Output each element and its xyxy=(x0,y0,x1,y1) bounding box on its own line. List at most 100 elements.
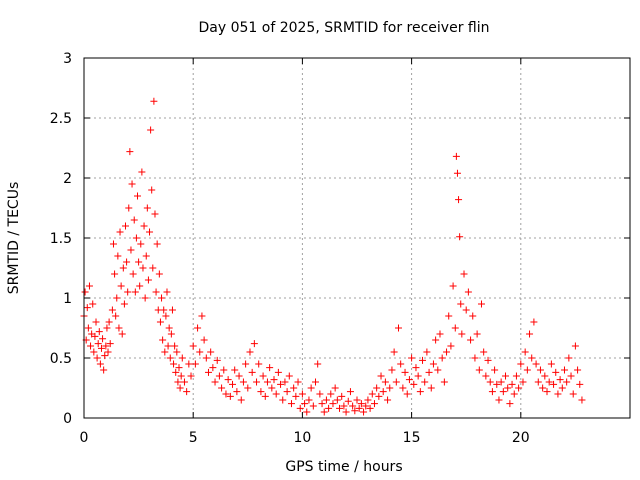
data-point xyxy=(410,380,418,388)
data-point xyxy=(423,348,431,356)
data-point xyxy=(349,402,357,410)
data-point xyxy=(277,380,285,388)
data-point xyxy=(471,354,479,362)
data-point xyxy=(408,354,416,362)
data-point xyxy=(117,282,125,290)
data-point xyxy=(338,392,346,400)
data-point xyxy=(506,400,514,408)
data-point xyxy=(150,97,158,105)
data-point xyxy=(171,342,179,350)
data-point xyxy=(189,342,197,350)
data-point xyxy=(346,388,354,396)
data-point xyxy=(255,360,263,368)
y-tick-label: 3 xyxy=(63,51,72,67)
data-point xyxy=(202,354,210,362)
data-point xyxy=(421,378,429,386)
data-point xyxy=(443,348,451,356)
data-point xyxy=(309,402,317,410)
data-point xyxy=(104,348,112,356)
data-point xyxy=(229,380,237,388)
data-point xyxy=(475,366,483,374)
data-point xyxy=(539,384,547,392)
y-tick-label: 1 xyxy=(63,291,72,307)
data-point xyxy=(508,380,516,388)
data-point xyxy=(447,342,455,350)
data-point xyxy=(114,252,122,260)
data-point xyxy=(571,342,579,350)
data-point xyxy=(266,364,274,372)
data-point xyxy=(547,360,555,368)
data-point xyxy=(138,168,146,176)
data-point xyxy=(99,335,107,343)
data-point xyxy=(445,312,453,320)
data-point xyxy=(301,400,309,408)
data-point xyxy=(85,282,93,290)
axis-ticks: 0 0.5 1 1.5 2 2.5 3 0 5 10 15 20 xyxy=(50,51,630,446)
data-point xyxy=(569,390,577,398)
data-point xyxy=(153,240,161,248)
x-tick-label: 0 xyxy=(80,430,89,446)
data-point xyxy=(390,348,398,356)
data-point xyxy=(399,384,407,392)
data-point xyxy=(109,240,117,248)
data-point xyxy=(567,372,575,380)
data-point xyxy=(543,388,551,396)
data-point xyxy=(173,348,181,356)
data-point xyxy=(526,330,534,338)
data-point xyxy=(239,378,247,386)
data-point xyxy=(331,384,339,392)
data-point xyxy=(250,340,258,348)
data-point xyxy=(268,384,276,392)
data-point xyxy=(434,366,442,374)
data-point xyxy=(211,378,219,386)
x-tick-label: 20 xyxy=(512,430,530,446)
data-point xyxy=(263,378,271,386)
data-point xyxy=(168,306,176,314)
data-point xyxy=(119,264,127,272)
data-point xyxy=(515,384,523,392)
data-point xyxy=(375,392,383,400)
data-point xyxy=(394,324,402,332)
data-point xyxy=(362,402,370,410)
data-point xyxy=(174,378,182,386)
y-tick-label: 2.5 xyxy=(50,111,72,127)
data-point xyxy=(366,404,374,412)
data-point xyxy=(139,264,147,272)
data-point xyxy=(178,354,186,362)
data-points xyxy=(80,97,586,416)
data-point xyxy=(163,288,171,296)
data-point xyxy=(158,294,166,302)
data-point xyxy=(261,392,269,400)
data-point xyxy=(233,388,241,396)
data-point xyxy=(140,222,148,230)
data-point xyxy=(379,388,387,396)
data-point xyxy=(287,400,295,408)
data-point xyxy=(429,360,437,368)
data-point xyxy=(574,366,582,374)
data-point xyxy=(388,366,396,374)
data-point xyxy=(344,397,352,405)
data-point xyxy=(198,312,206,320)
data-point xyxy=(401,368,409,376)
data-point xyxy=(560,366,568,374)
chart-title: Day 051 of 2025, SRMTID for receiver fli… xyxy=(199,20,490,36)
y-tick-label: 0.5 xyxy=(50,351,72,367)
data-point xyxy=(123,258,131,266)
data-point xyxy=(469,312,477,320)
data-point xyxy=(246,348,254,356)
data-point xyxy=(137,240,145,248)
data-point xyxy=(480,348,488,356)
data-point xyxy=(146,228,154,236)
data-point xyxy=(215,372,223,380)
data-point xyxy=(364,396,372,404)
data-point xyxy=(143,204,151,212)
data-point xyxy=(204,368,212,376)
data-point xyxy=(521,348,529,356)
data-point xyxy=(101,352,109,360)
data-point xyxy=(355,404,363,412)
data-point xyxy=(155,270,163,278)
data-point xyxy=(373,384,381,392)
data-point xyxy=(550,380,558,388)
data-point xyxy=(432,336,440,344)
